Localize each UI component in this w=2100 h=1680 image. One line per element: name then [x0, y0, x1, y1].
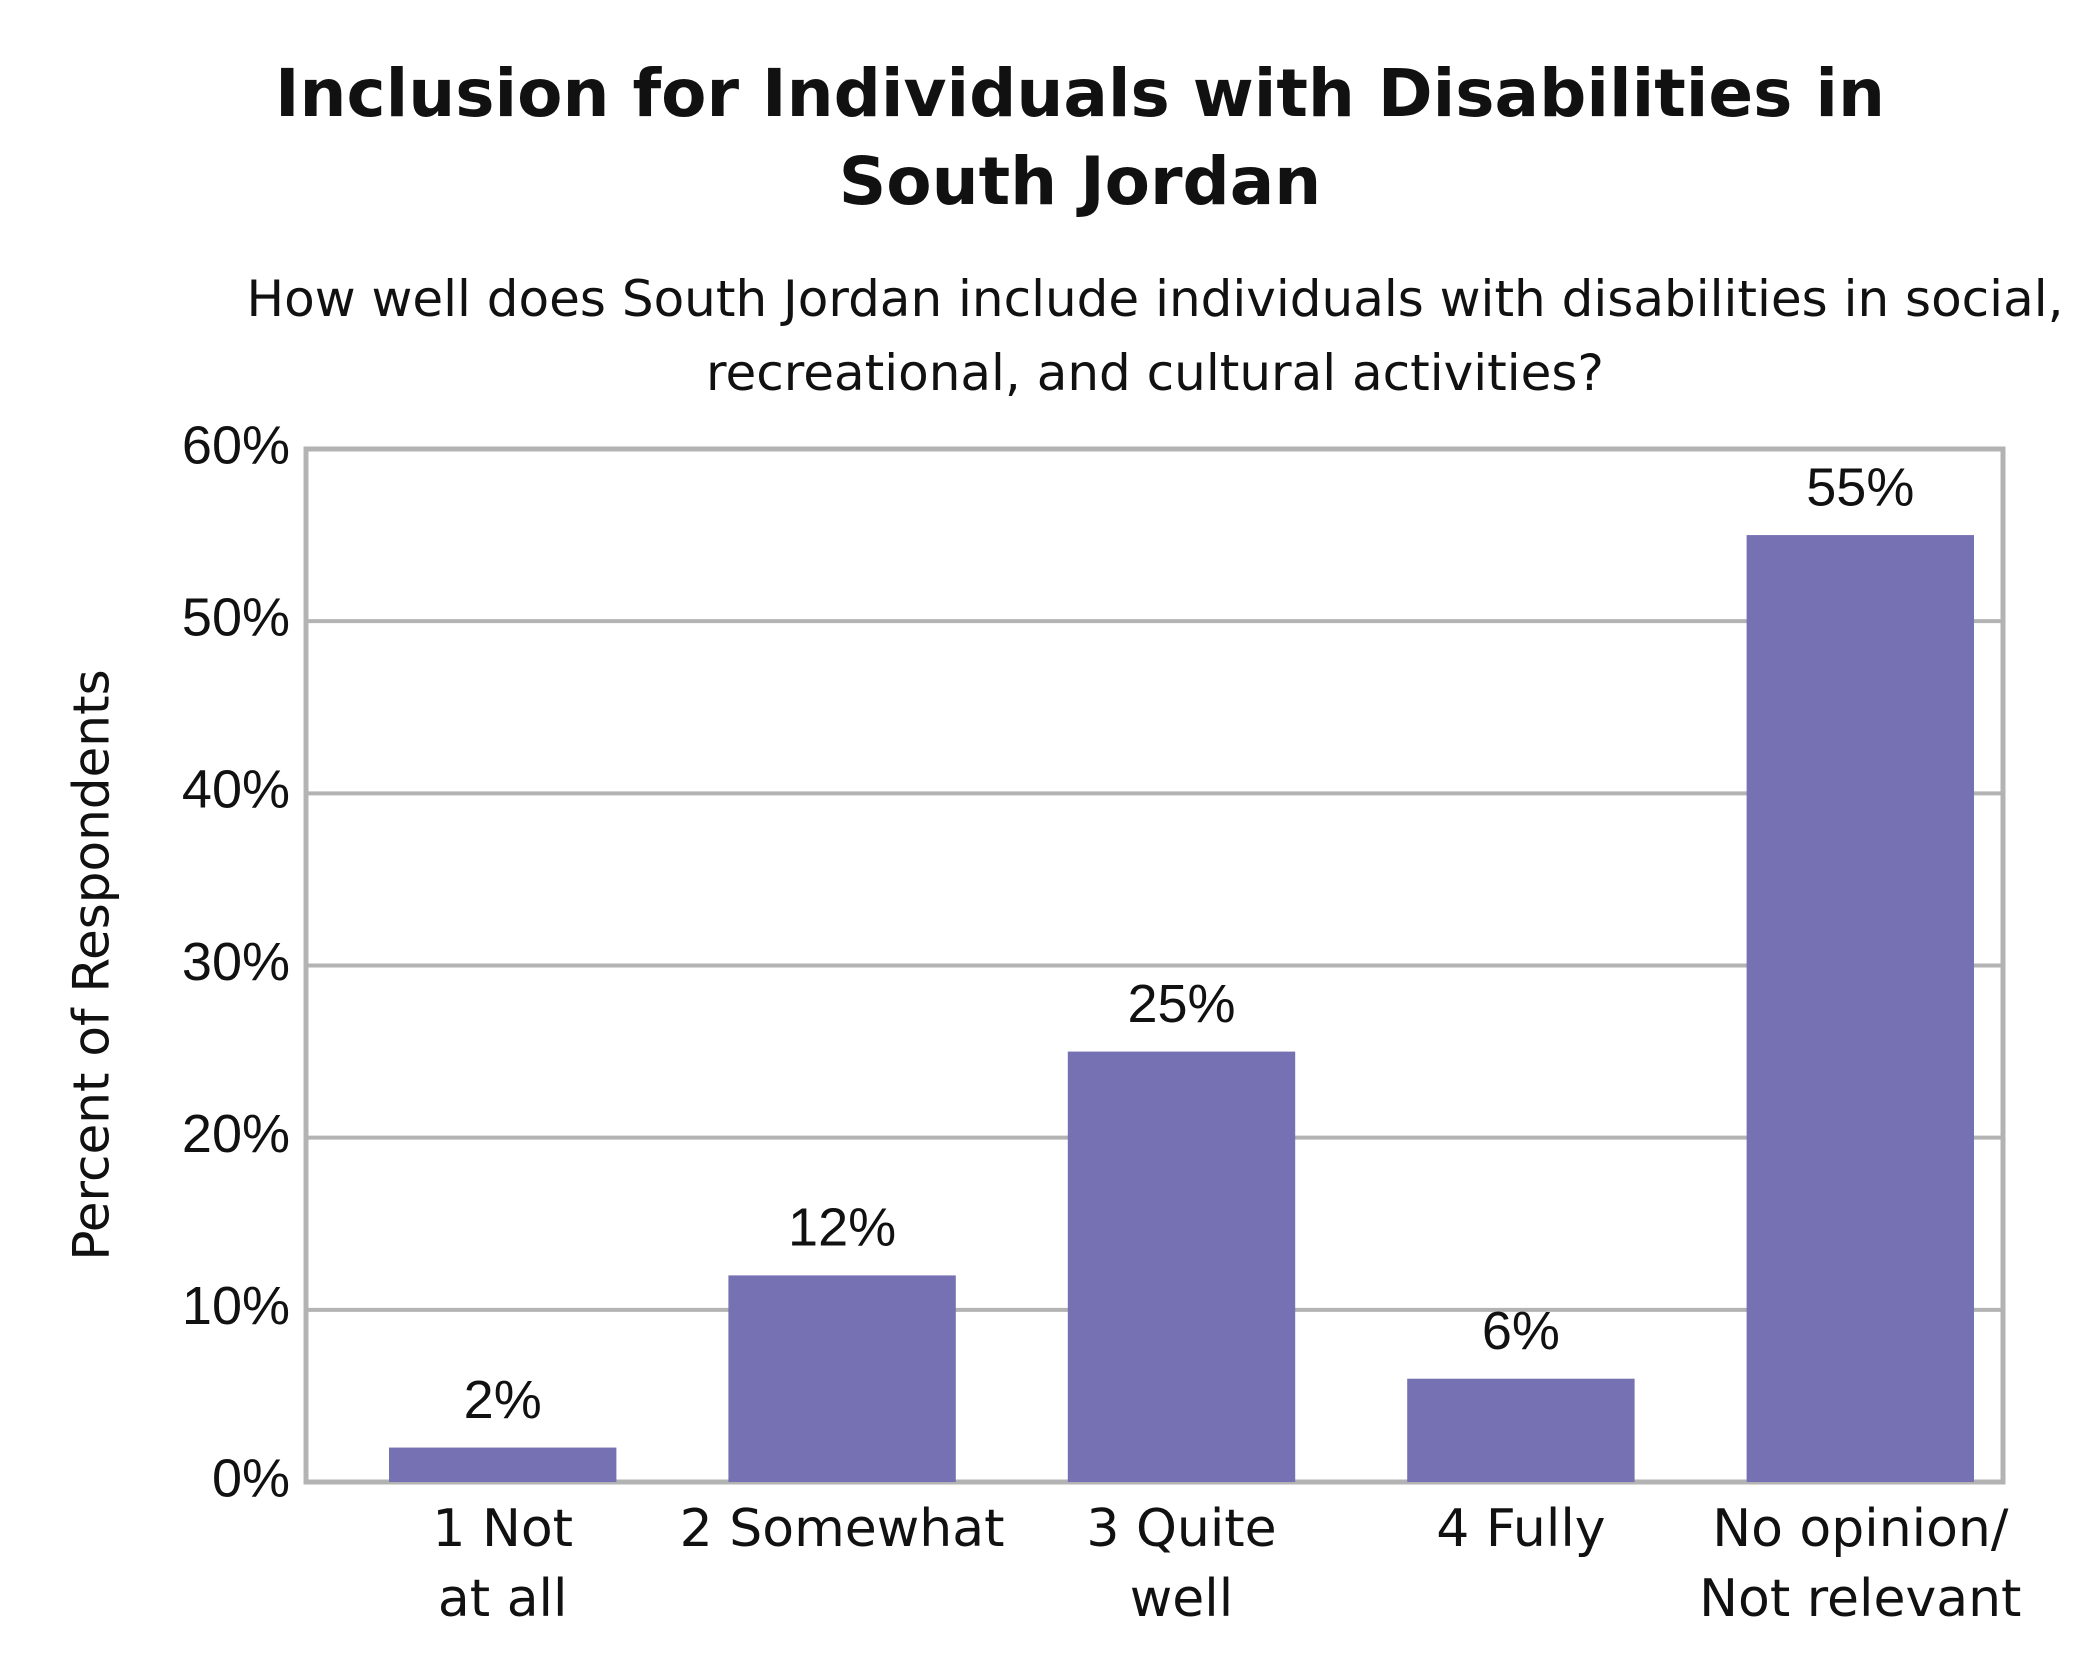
data-label: 12%	[788, 1198, 896, 1258]
y-tick-label: 20%	[182, 1104, 290, 1164]
bar	[389, 1447, 617, 1482]
x-tick-label: 1 Not at all	[432, 1499, 574, 1629]
y-tick-label: 40%	[182, 760, 290, 820]
x-tick-label: 2 Somewhat	[679, 1499, 1005, 1559]
x-tick-label: 3 Quite well	[1086, 1499, 1277, 1629]
data-label: 25%	[1127, 974, 1235, 1034]
y-tick-label: 50%	[182, 587, 290, 647]
bar	[1746, 535, 1974, 1482]
bar	[1067, 1051, 1296, 1482]
bar	[728, 1275, 956, 1482]
y-tick-label: 10%	[182, 1276, 290, 1336]
y-axis-title: Percent of Respondents	[63, 669, 121, 1260]
chart-title: Inclusion for Individuals with Disabilit…	[274, 55, 1886, 220]
chart-subtitle: How well does South Jordan include indiv…	[246, 270, 2064, 402]
data-label: 55%	[1806, 457, 1914, 517]
y-tick-label: 60%	[182, 415, 290, 475]
x-tick-label: No opinion/ Not relevant	[1699, 1499, 2022, 1629]
data-label: 6%	[1482, 1301, 1560, 1361]
bar	[1407, 1378, 1635, 1482]
y-tick-label: 0%	[212, 1448, 290, 1508]
data-label: 2%	[464, 1370, 542, 1430]
y-tick-label: 30%	[182, 932, 290, 992]
x-tick-label: 4 Fully	[1436, 1499, 1606, 1559]
